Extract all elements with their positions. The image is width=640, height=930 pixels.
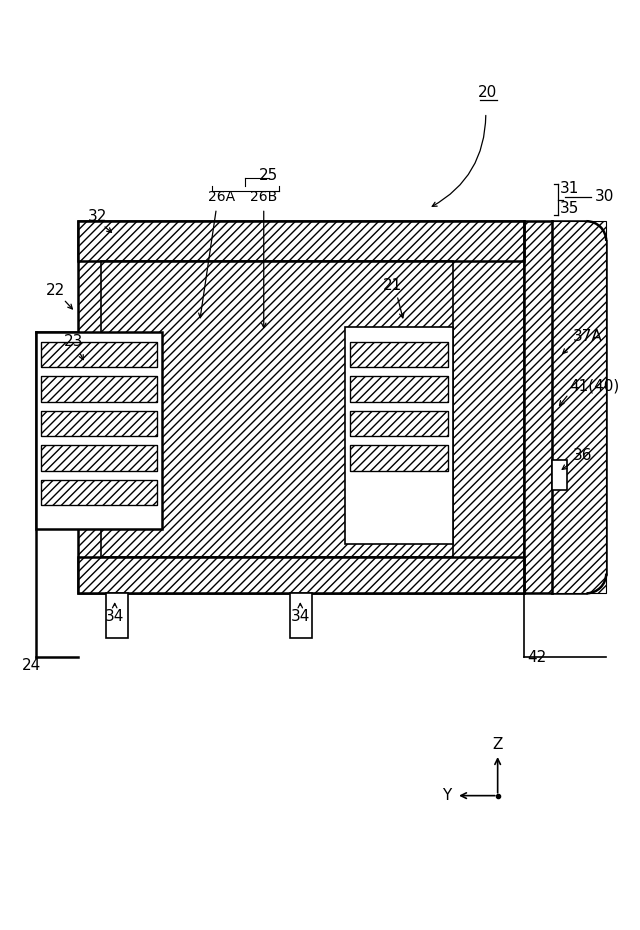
Bar [349,411,448,436]
Bar [349,376,448,402]
Bar [78,221,524,260]
Text: 36: 36 [573,447,592,462]
Bar [349,341,448,367]
Text: 41(40): 41(40) [570,379,620,393]
Bar [349,376,448,402]
Text: 31: 31 [560,181,579,196]
Bar [101,260,453,557]
Bar [78,557,524,593]
Bar [41,480,157,506]
Bar [78,221,524,260]
Bar [524,221,552,593]
Text: 23: 23 [63,334,83,349]
Text: 20: 20 [478,86,497,100]
Bar [78,557,524,593]
Bar [106,593,127,638]
Bar [41,341,157,367]
Bar [36,332,162,529]
Text: 26A: 26A [208,190,235,204]
Bar [78,221,524,593]
Bar [349,445,448,471]
Bar [349,445,448,471]
Bar [349,411,448,436]
Bar [41,376,157,402]
Bar [349,341,448,367]
Text: 34: 34 [105,608,124,623]
Bar [291,593,312,638]
Bar [552,221,606,593]
Bar [41,341,157,367]
Text: 32: 32 [88,208,108,224]
Text: 30: 30 [595,189,614,204]
Text: 42: 42 [527,650,547,665]
Bar [41,480,157,506]
Bar [41,445,157,471]
Text: 25: 25 [259,168,278,183]
Text: 21: 21 [383,278,402,293]
Text: Z: Z [492,737,503,751]
Text: 26B: 26B [250,190,277,204]
Bar [78,221,524,593]
Bar [41,445,157,471]
Bar [41,411,157,436]
Bar [41,376,157,402]
Text: 24: 24 [22,658,42,673]
Bar [552,460,567,490]
Text: 35: 35 [560,201,579,216]
Text: 34: 34 [291,608,310,623]
Bar [524,221,552,593]
Bar [41,411,157,436]
Text: 37A: 37A [573,329,602,344]
Text: 22: 22 [46,283,65,298]
Text: Y: Y [442,788,451,804]
Bar [345,326,453,544]
